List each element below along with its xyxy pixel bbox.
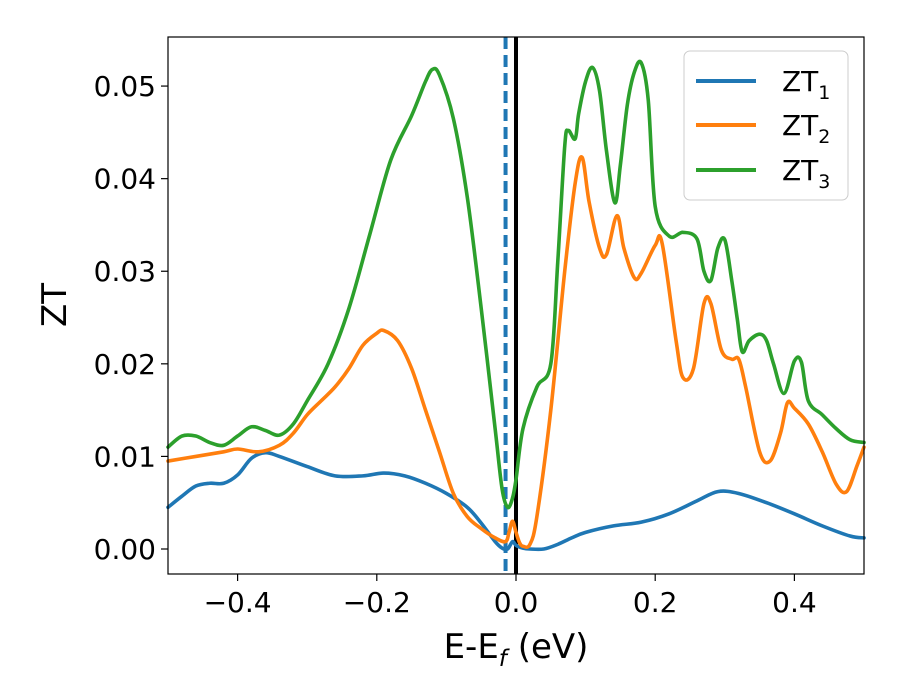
x-tick-label: 0.4	[772, 586, 817, 619]
y-tick-label: 0.04	[94, 163, 156, 196]
x-axis-label-main: E-E	[444, 627, 499, 667]
y-tick-label: 0.00	[94, 533, 156, 566]
x-tick-label: 0.0	[494, 586, 539, 619]
y-axis-label: ZT	[35, 283, 75, 327]
legend-label-zt2: ZT2	[782, 109, 830, 148]
series-line-zt3	[166, 59, 866, 510]
series-line-zt2	[166, 155, 866, 550]
legend-box	[683, 50, 849, 201]
y-tick-label: 0.03	[94, 255, 156, 288]
y-tick-label: 0.02	[94, 348, 156, 381]
y-axis: 0.00 0.01 0.02 0.03 0.04 0.05	[94, 70, 168, 566]
y-tick-label: 0.01	[94, 440, 156, 473]
legend-label-zt1: ZT1	[782, 65, 830, 104]
x-axis-label-unit: (eV)	[507, 627, 589, 667]
y-tick-label: 0.05	[94, 70, 156, 103]
x-axis-label-subscript: f	[499, 646, 510, 672]
x-tick-label: −0.4	[204, 586, 272, 619]
x-tick-label: −0.2	[343, 586, 411, 619]
series-layer	[166, 59, 866, 552]
x-axis: −0.4 −0.2 0.0 0.2 0.4	[204, 574, 817, 619]
series-line-zt1	[166, 450, 866, 552]
x-axis-label: E-Ef (eV)	[444, 627, 589, 672]
legend: ZT1 ZT2 ZT3	[683, 50, 849, 201]
x-tick-label: 0.2	[633, 586, 678, 619]
legend-label-zt3: ZT3	[782, 154, 830, 193]
